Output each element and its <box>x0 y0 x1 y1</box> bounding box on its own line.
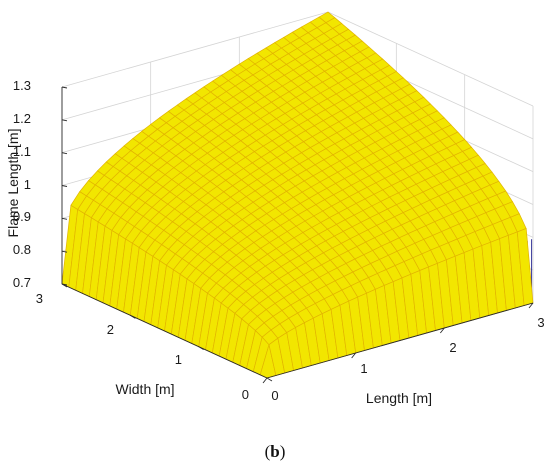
caption-open-paren: ( <box>265 442 271 461</box>
surface-plot <box>61 11 534 379</box>
z-tick-label: 0.9 <box>13 209 31 224</box>
x-tick-mark <box>262 377 268 384</box>
z-tick-label: 1.2 <box>13 111 31 126</box>
caption-letter: b <box>270 442 279 461</box>
x-tick-label: 2 <box>449 340 456 355</box>
figure-caption: (b) <box>265 442 286 461</box>
y-tick-label: 0 <box>242 387 249 402</box>
x-tick-mark <box>528 302 534 309</box>
y-axis-line <box>61 283 268 379</box>
z-tick-mark <box>61 185 68 187</box>
y-axis-label: Width [m] <box>115 381 174 397</box>
z-tick-label: 0.8 <box>13 242 31 257</box>
x-tick-mark <box>351 352 357 359</box>
z-tick-label: 1 <box>24 177 31 192</box>
z-axis-label: Flame Length [m] <box>5 129 21 238</box>
x-tick-label: 1 <box>360 361 367 376</box>
y-tick-label: 2 <box>107 322 114 337</box>
y-tick-labels: 3 2 1 0 <box>36 291 249 402</box>
y-tick-label: 3 <box>36 291 43 306</box>
z-tick-label: 1.3 <box>13 78 31 93</box>
z-tick-mark <box>61 152 68 155</box>
caption-close-paren: ) <box>280 442 286 461</box>
z-tick-mark <box>61 119 68 122</box>
z-tick-label: 0.7 <box>13 275 31 290</box>
z-tick-mark <box>61 86 68 89</box>
x-tick-mark <box>439 327 445 334</box>
x-axis-label: Length [m] <box>366 390 432 406</box>
x-tick-labels: 0 1 2 3 <box>271 315 544 403</box>
y-tick-label: 1 <box>175 352 182 367</box>
y-tick-mark <box>266 377 273 382</box>
axes-frame <box>61 86 534 384</box>
x-tick-label: 0 <box>271 388 278 403</box>
y-tick-mark <box>198 346 204 351</box>
side-wall-grid-line <box>327 11 534 107</box>
back-wall-grid-line <box>61 11 329 88</box>
z-tick-mark <box>61 217 68 220</box>
z-tick-mark <box>61 250 68 253</box>
x-axis-line <box>266 302 534 379</box>
y-tick-mark <box>130 314 136 319</box>
y-tick-mark <box>61 283 68 288</box>
z-tick-label: 1.1 <box>13 144 31 159</box>
z-tick-labels: 1.3 1.2 1.1 1 0.9 0.8 0.7 <box>13 78 31 290</box>
x-tick-label: 3 <box>537 315 544 330</box>
